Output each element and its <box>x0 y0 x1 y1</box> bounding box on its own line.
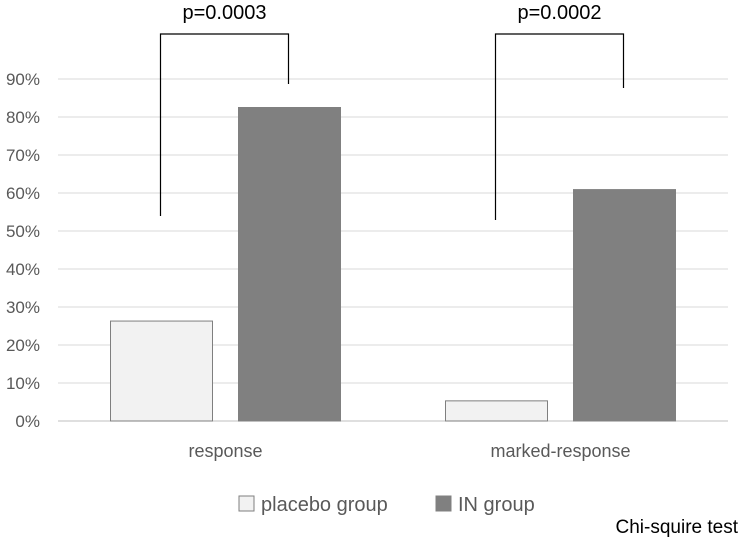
test-note: Chi-squire test <box>616 517 739 538</box>
y-tick-label: 50% <box>6 222 40 241</box>
category-label: response <box>188 441 262 461</box>
y-tick-label: 40% <box>6 260 40 279</box>
bar-IN-group-response <box>238 107 341 422</box>
significance-bracket <box>494 33 625 220</box>
y-tick-label: 30% <box>6 298 40 317</box>
significance-annotations: p=0.0003 p=0.0002 <box>159 2 625 220</box>
bar-IN-group-marked-response <box>573 189 676 422</box>
legend-swatch <box>435 495 452 512</box>
legend-label: placebo group <box>261 494 388 516</box>
y-tick-label: 80% <box>6 108 40 127</box>
y-tick-label: 70% <box>6 146 40 165</box>
y-tick-label: 20% <box>6 336 40 355</box>
y-axis-ticks: 0% 10% 20% 30% 40% 50% 60% 70% 80% 90% <box>6 70 40 431</box>
y-tick-label: 10% <box>6 374 40 393</box>
bar-placebo-group-response <box>110 320 213 422</box>
legend: placebo group IN group <box>238 494 535 516</box>
category-labels: response marked-response <box>188 441 630 461</box>
y-tick-label: 60% <box>6 184 40 203</box>
p-value-label: p=0.0003 <box>183 2 267 24</box>
legend-swatch <box>238 495 255 512</box>
y-tick-label: 90% <box>6 70 40 89</box>
p-value-label: p=0.0002 <box>518 2 602 24</box>
legend-label: IN group <box>458 494 535 516</box>
y-tick-label: 0% <box>15 412 40 431</box>
bars <box>110 107 676 422</box>
category-label: marked-response <box>490 441 630 461</box>
bar-placebo-group-marked-response <box>445 400 548 422</box>
significance-bracket <box>159 33 290 216</box>
